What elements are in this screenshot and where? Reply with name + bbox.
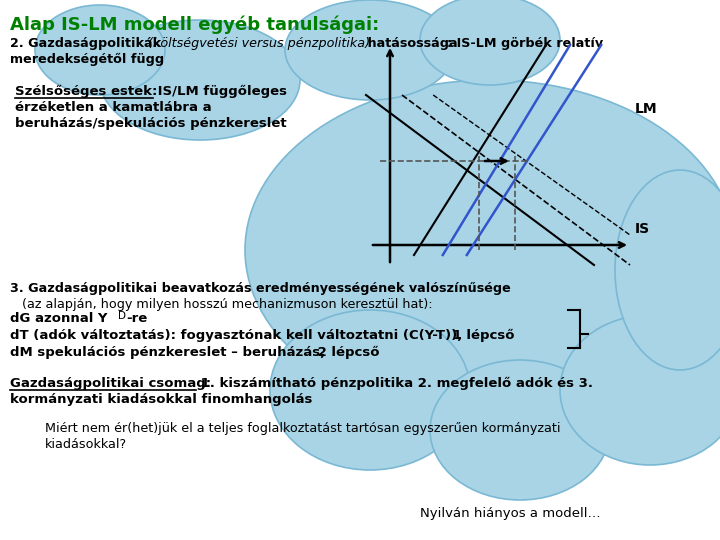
Ellipse shape xyxy=(285,0,455,100)
Text: Nyilván hiányos a modell…: Nyilván hiányos a modell… xyxy=(420,507,600,520)
Text: 1. kiszámítható pénzpolitika 2. megfelelő adók és 3.: 1. kiszámítható pénzpolitika 2. megfelel… xyxy=(196,377,593,390)
Text: Szélsőséges estek:: Szélsőséges estek: xyxy=(15,85,158,98)
Text: 3. Gazdaságpolitikai beavatkozás eredményességének valószínűsége: 3. Gazdaságpolitikai beavatkozás eredmén… xyxy=(10,282,510,295)
Ellipse shape xyxy=(100,20,300,140)
Text: IS: IS xyxy=(635,222,650,236)
Text: IS/LM függőleges: IS/LM függőleges xyxy=(153,85,287,98)
Text: dT (adók változtatás): fogyasztónak kell változtatni (C(Y-T)),: dT (adók változtatás): fogyasztónak kell… xyxy=(10,329,462,342)
Text: Gazdaságpolitikai csomag:: Gazdaságpolitikai csomag: xyxy=(10,377,211,390)
Text: : IS-LM görbék relatív: : IS-LM görbék relatív xyxy=(447,37,603,50)
Text: 2. Gazdaságpolitikák: 2. Gazdaságpolitikák xyxy=(10,37,166,50)
Text: beruházás/spekulációs pénzkereslet: beruházás/spekulációs pénzkereslet xyxy=(15,117,287,130)
Ellipse shape xyxy=(270,310,470,470)
Ellipse shape xyxy=(560,315,720,465)
Text: 1 lépcső: 1 lépcső xyxy=(448,329,515,342)
Text: (az alapján, hogy milyen hosszú mechanizmuson keresztül hat):: (az alapján, hogy milyen hosszú mechaniz… xyxy=(22,298,433,311)
Text: érzéketlen a kamatlábra a: érzéketlen a kamatlábra a xyxy=(15,101,212,114)
Text: dM spekulációs pénzkereslet – beruházás,: dM spekulációs pénzkereslet – beruházás, xyxy=(10,346,325,359)
Text: hatásossága: hatásossága xyxy=(363,37,458,50)
Text: (költségvetési versus pénzpolitika): (költségvetési versus pénzpolitika) xyxy=(148,37,370,50)
Ellipse shape xyxy=(615,170,720,370)
Text: meredekségétől függ: meredekségétől függ xyxy=(10,53,164,66)
Ellipse shape xyxy=(35,5,165,95)
Ellipse shape xyxy=(420,0,560,85)
Text: 2 lépcső: 2 lépcső xyxy=(313,346,379,359)
Text: kormányzati kiadásokkal finomhangolás: kormányzati kiadásokkal finomhangolás xyxy=(10,393,312,406)
Ellipse shape xyxy=(430,360,610,500)
Text: kiadásokkal?: kiadásokkal? xyxy=(45,438,127,451)
Text: Alap IS-LM modell egyéb tanulságai:: Alap IS-LM modell egyéb tanulságai: xyxy=(10,15,379,33)
Text: -re: -re xyxy=(126,312,148,325)
Text: D: D xyxy=(118,311,126,321)
Text: dG azonnal Y: dG azonnal Y xyxy=(10,312,107,325)
Text: Miért nem ér(het)jük el a teljes foglalkoztatást tartósan egyszerűen kormányzati: Miért nem ér(het)jük el a teljes foglalk… xyxy=(45,422,560,435)
Ellipse shape xyxy=(245,80,720,420)
Text: LM: LM xyxy=(635,102,657,116)
